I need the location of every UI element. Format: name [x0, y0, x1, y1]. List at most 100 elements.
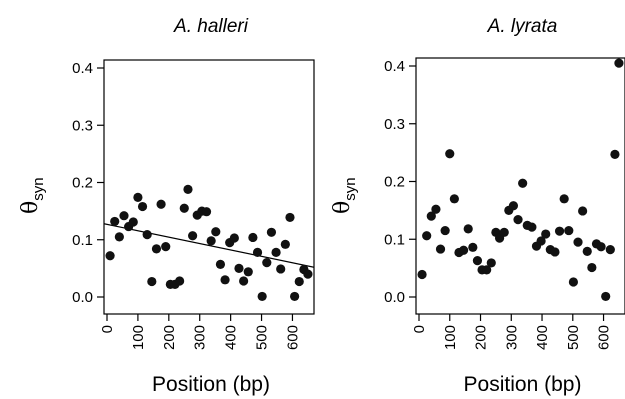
data-point — [206, 236, 216, 246]
data-point — [486, 258, 496, 268]
plot-frame — [103, 59, 315, 315]
x-tick-label: 300 — [503, 325, 520, 350]
data-point — [142, 229, 152, 240]
data-point — [458, 245, 469, 255]
data-point — [105, 251, 115, 261]
data-point — [294, 276, 304, 287]
x-tick-label: 500 — [254, 325, 271, 350]
x-tick-label: 400 — [223, 325, 240, 350]
y-tick-label: 0.3 — [72, 117, 93, 134]
data-point — [426, 211, 436, 221]
data-point — [445, 149, 455, 159]
data-point — [211, 227, 221, 237]
data-point — [550, 247, 560, 257]
x-tick-label: 0 — [411, 325, 428, 333]
data-point — [508, 201, 519, 211]
data-point — [554, 226, 565, 236]
data-point — [285, 212, 295, 223]
data-point — [175, 276, 185, 286]
scatter-panel-2: A. lyrata 0.0 0.1 0.2 0.3 0.4 0 100 200 300 400 500… — [330, 16, 625, 396]
y-tick-label: 0.1 — [72, 232, 93, 249]
x-axis-label: Position (bp) — [464, 373, 582, 396]
y-axis-label: θsyn — [18, 177, 47, 214]
y-axis-subscript: syn — [30, 177, 47, 200]
data-point — [179, 203, 189, 213]
data-point — [137, 201, 148, 212]
x-tick-label: 600 — [596, 325, 613, 350]
data-point — [234, 263, 244, 273]
data-point — [252, 247, 263, 257]
x-tick-label: 200 — [473, 325, 490, 350]
data-point — [601, 291, 611, 302]
data-point — [303, 269, 313, 279]
data-point — [201, 207, 212, 217]
data-point — [468, 242, 478, 252]
data-point — [266, 227, 277, 237]
data-point — [110, 216, 120, 227]
plot-frame — [415, 57, 625, 315]
y-tick-label: 0.0 — [72, 289, 93, 306]
x-tick-label: 300 — [192, 325, 209, 350]
x-tick-label: 0 — [99, 325, 116, 333]
y-axis-symbol-text: θ — [330, 201, 355, 214]
y-axis-symbol: θsyn — [18, 177, 47, 214]
x-tick-label: 600 — [284, 325, 301, 350]
data-point — [417, 269, 427, 280]
data-point — [499, 227, 509, 237]
data-point — [119, 211, 129, 221]
x-tick-label: 100 — [130, 325, 147, 350]
data-point — [513, 215, 523, 225]
data-point — [188, 231, 198, 241]
y-axis-label: θsyn — [330, 177, 359, 214]
data-point — [271, 247, 281, 257]
y-axis-symbol-text: θ — [18, 201, 43, 214]
y-axis-symbol: θsyn — [330, 177, 359, 214]
y-tick-label: 0.3 — [384, 116, 405, 133]
x-tick-label: 500 — [565, 325, 582, 350]
data-point — [431, 204, 441, 214]
data-point — [482, 265, 492, 275]
data-point — [248, 232, 258, 243]
data-point — [578, 206, 588, 216]
y-tick-label: 0.2 — [384, 174, 405, 191]
data-point — [541, 229, 551, 239]
y-tick-label: 0.4 — [72, 60, 93, 77]
y-tick-label: 0.4 — [384, 58, 405, 75]
x-tick-label: 200 — [161, 325, 178, 350]
scatter-panel-1: A. halleri 0.0 0.1 0.2 0.3 0.4 0 100 200 300 400 50… — [18, 16, 315, 396]
y-axis-subscript: syn — [342, 177, 359, 200]
data-point — [156, 199, 166, 209]
data-point — [215, 259, 226, 269]
data-point — [290, 291, 300, 302]
data-point — [559, 194, 569, 204]
trend-line — [104, 223, 314, 268]
data-point — [605, 245, 615, 255]
data-point — [582, 246, 592, 256]
data-point — [276, 264, 286, 274]
data-point — [220, 275, 230, 285]
data-point — [257, 291, 267, 302]
data-point — [536, 236, 546, 246]
data-point — [527, 222, 537, 232]
data-point — [587, 262, 597, 273]
data-point — [183, 184, 193, 194]
data-point — [133, 192, 143, 202]
data-point — [262, 258, 272, 268]
data-point — [564, 225, 574, 236]
plot-title: A. halleri — [173, 16, 249, 37]
data-point — [518, 178, 528, 188]
data-point — [422, 231, 432, 241]
data-point — [610, 149, 620, 159]
data-point — [568, 277, 579, 287]
data-point — [243, 267, 253, 277]
data-point — [440, 225, 450, 236]
data-point — [147, 276, 157, 287]
y-tick-label: 0.1 — [384, 231, 405, 248]
data-point — [435, 244, 446, 254]
y-tick-label: 0.0 — [384, 289, 405, 306]
plot-title: A. lyrata — [487, 16, 558, 37]
y-tick-label: 0.2 — [72, 175, 93, 192]
data-point — [128, 217, 138, 227]
x-tick-label: 100 — [442, 325, 459, 350]
